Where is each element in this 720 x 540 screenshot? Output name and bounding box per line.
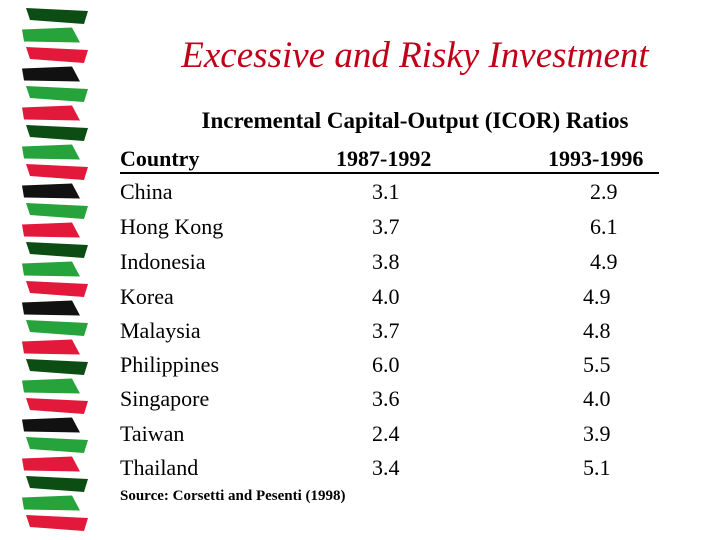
ribbon-segment — [26, 203, 88, 219]
cell-period-1: 6.0 — [372, 352, 400, 377]
cell-period-1: 3.7 — [372, 318, 400, 343]
cell-period-1: 4.0 — [372, 284, 400, 309]
ribbon-segment — [26, 437, 88, 453]
cell-period-2: 5.5 — [583, 352, 611, 377]
header-period-1: 1987-1992 — [336, 146, 432, 171]
ribbon-segment — [22, 222, 80, 238]
source-note: Source: Corsetti and Pesenti (1998) — [120, 488, 346, 504]
ribbon-segment — [22, 105, 80, 121]
cell-country: China — [120, 179, 173, 204]
cell-country: Hong Kong — [120, 214, 224, 239]
ribbon-segment — [26, 320, 88, 336]
cell-period-1: 3.4 — [372, 455, 400, 480]
header-country: Country — [120, 146, 200, 171]
ribbon-segment — [22, 495, 80, 511]
ribbon-segment — [26, 164, 88, 180]
ribbon-segment — [22, 261, 80, 277]
cell-period-1: 3.6 — [372, 386, 400, 411]
ribbon-segment — [22, 183, 80, 199]
cell-period-2: 4.9 — [583, 284, 611, 309]
ribbon-segment — [26, 281, 88, 297]
ribbon-segment — [22, 417, 80, 433]
ribbon-segment — [22, 144, 80, 160]
ribbon-segment — [26, 242, 88, 258]
cell-country: Philippines — [120, 352, 220, 377]
cell-country: Thailand — [120, 455, 199, 480]
cell-period-1: 2.4 — [372, 421, 400, 446]
cell-country: Taiwan — [120, 421, 185, 446]
cell-country: Singapore — [120, 386, 210, 411]
header-underline — [120, 172, 659, 174]
ribbon-segment — [26, 515, 88, 531]
ribbon-segment — [26, 359, 88, 375]
cell-country: Indonesia — [120, 249, 206, 274]
ribbon-segment — [26, 86, 88, 102]
ribbon-segment — [22, 339, 80, 355]
decorative-ribbon — [22, 8, 88, 531]
cell-period-2: 4.9 — [590, 249, 618, 274]
header-period-2: 1993-1996 — [548, 146, 644, 171]
cell-period-1: 3.1 — [372, 179, 400, 204]
ribbon-segment — [22, 27, 80, 43]
cell-period-2: 4.8 — [583, 318, 611, 343]
ribbon-segment — [26, 8, 88, 24]
cell-period-1: 3.8 — [372, 249, 400, 274]
ribbon-segment — [22, 378, 80, 394]
cell-period-2: 5.1 — [583, 455, 611, 480]
ribbon-segment — [26, 125, 88, 141]
ribbon-segment — [26, 476, 88, 492]
ribbon-segment — [22, 66, 80, 82]
table-subtitle: Incremental Capital-Output (ICOR) Ratios — [201, 108, 629, 133]
cell-period-2: 6.1 — [590, 214, 618, 239]
cell-country: Malaysia — [120, 318, 201, 343]
ribbon-segment — [22, 456, 80, 472]
slide-title: Excessive and Risky Investment — [181, 35, 649, 76]
ribbon-segment — [26, 398, 88, 414]
cell-period-2: 4.0 — [583, 386, 611, 411]
cell-period-1: 3.7 — [372, 214, 400, 239]
ribbon-segment — [22, 300, 80, 316]
cell-period-2: 2.9 — [590, 179, 618, 204]
cell-country: Korea — [120, 284, 174, 309]
cell-period-2: 3.9 — [583, 421, 611, 446]
ribbon-segment — [26, 47, 88, 63]
